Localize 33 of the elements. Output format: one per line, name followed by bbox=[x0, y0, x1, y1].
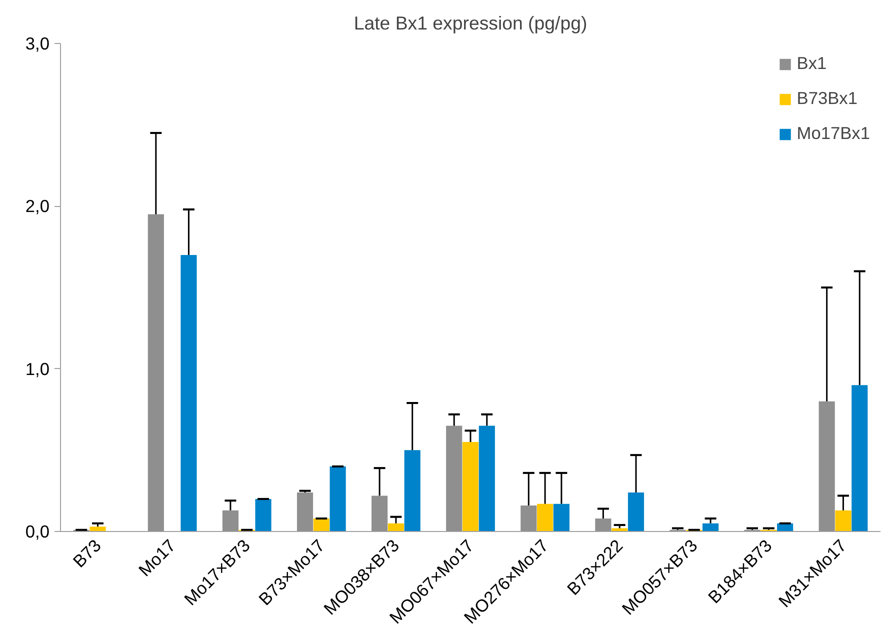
bar bbox=[372, 496, 388, 532]
bar bbox=[835, 510, 852, 532]
bar bbox=[595, 518, 612, 532]
bar bbox=[330, 466, 346, 532]
legend-label: Mo17Bx1 bbox=[796, 123, 870, 144]
chart-title: Late Bx1 expression (pg/pg) bbox=[354, 12, 588, 34]
bar bbox=[404, 450, 420, 532]
bar bbox=[296, 492, 314, 532]
bar bbox=[612, 528, 628, 532]
bar bbox=[388, 523, 404, 532]
bar bbox=[478, 426, 495, 532]
y-tick-label: 1,0 bbox=[25, 358, 50, 379]
y-tick-label: 2,0 bbox=[25, 196, 50, 216]
bar bbox=[222, 510, 238, 532]
bar bbox=[702, 523, 719, 532]
bar bbox=[255, 498, 272, 532]
bar bbox=[818, 401, 835, 532]
bar bbox=[313, 518, 330, 532]
bar bbox=[446, 426, 462, 532]
bar bbox=[90, 526, 106, 532]
x-tick-label: B73 bbox=[68, 535, 105, 572]
y-tick-label: 0,0 bbox=[25, 522, 50, 542]
bar bbox=[553, 504, 570, 532]
legend-label: B73Bx1 bbox=[796, 88, 858, 109]
bar bbox=[148, 214, 164, 532]
bar bbox=[628, 492, 644, 532]
legend-label: Bx1 bbox=[796, 53, 827, 74]
bar bbox=[180, 254, 197, 532]
y-tick-label: 3,0 bbox=[25, 34, 50, 54]
bar bbox=[520, 505, 537, 532]
bar bbox=[537, 504, 554, 532]
bar bbox=[852, 385, 868, 532]
bar bbox=[462, 442, 479, 532]
